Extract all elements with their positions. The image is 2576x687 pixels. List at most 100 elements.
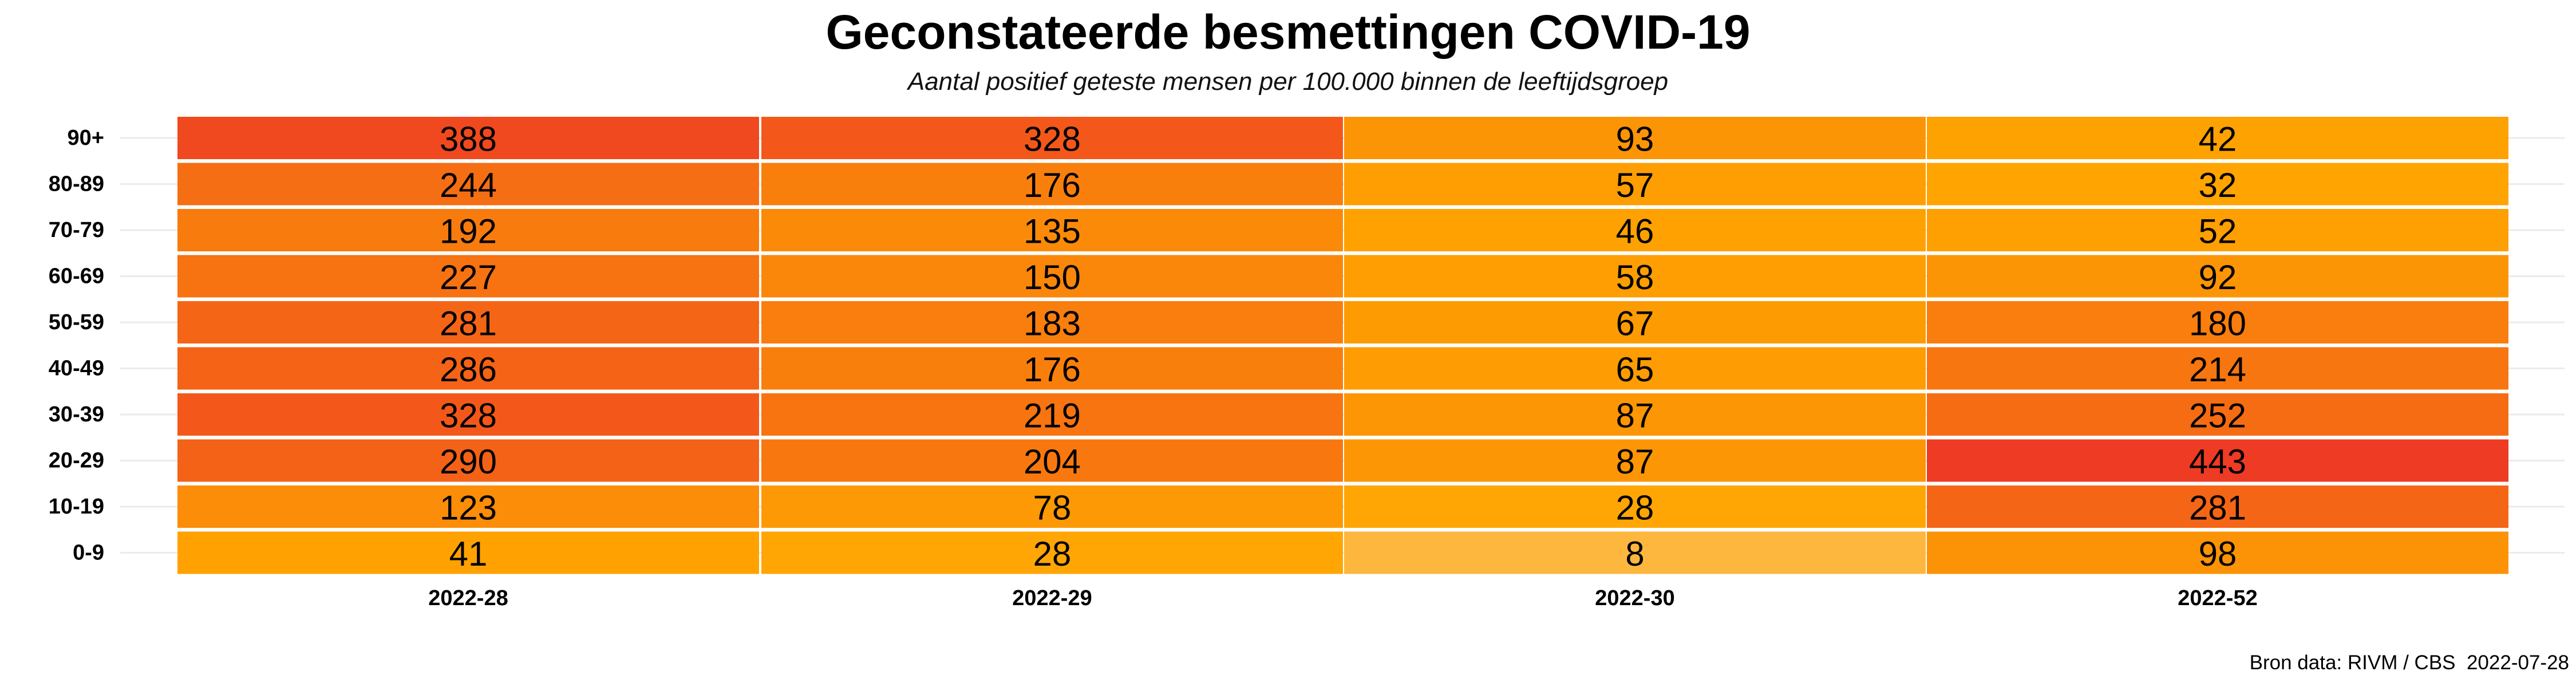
heatmap-cell: [1927, 209, 2508, 251]
cell-value-label: 192: [440, 212, 497, 251]
y-tick-label: 90+: [68, 126, 104, 150]
heatmap-cell: [1927, 347, 2508, 390]
x-tick-label: 2022-29: [1012, 586, 1092, 610]
heatmap-cell: [761, 347, 1343, 390]
heatmap-cell: [761, 301, 1343, 344]
heatmap-cell: [1344, 347, 1926, 390]
chart-title: Geconstateerde besmettingen COVID-19: [825, 5, 1751, 59]
cell-value-label: 98: [2199, 535, 2237, 573]
heatmap-cell: [1927, 301, 2508, 344]
cell-value-label: 183: [1024, 305, 1081, 343]
cell-value-label: 180: [2189, 305, 2246, 343]
cell-value-label: 281: [2189, 489, 2246, 527]
x-tick-label: 2022-30: [1595, 586, 1674, 610]
source-caption: Bron data: RIVM / CBS 2022-07-28: [2249, 652, 2569, 674]
heatmap-cell: [1344, 163, 1926, 206]
heatmap-cell: [1344, 255, 1926, 298]
cell-value-label: 8: [1625, 535, 1644, 573]
cell-value-label: 135: [1024, 212, 1081, 251]
heatmap-cell: [761, 485, 1343, 528]
y-tick-label: 80-89: [49, 172, 104, 196]
heatmap-cell: [761, 117, 1343, 159]
heatmap-cell: [177, 393, 759, 436]
heatmap-cells: 388 328 93 42 244 176 57 32 192 135 46 52 227 150 58 92…: [177, 117, 2508, 574]
y-tick-label: 60-69: [49, 264, 104, 289]
heatmap-cell: [761, 393, 1343, 436]
heatmap-cell: [177, 439, 759, 482]
heatmap-cell: [177, 485, 759, 528]
cell-value-label: 67: [1616, 305, 1654, 343]
cell-value-label: 286: [440, 350, 497, 389]
cell-value-label: 204: [1024, 443, 1081, 481]
cell-value-label: 65: [1616, 350, 1654, 389]
chart-subtitle: Aantal positief geteste mensen per 100.0…: [907, 68, 1669, 96]
cell-value-label: 28: [1616, 489, 1654, 527]
y-axis-labels: 90+ 80-89 70-79 60-69 50-59 40-49 30-39 20-29 10…: [49, 126, 104, 565]
heatmap-cell: [1927, 485, 2508, 528]
heatmap-cell: [177, 255, 759, 298]
cell-value-label: 58: [1616, 258, 1654, 297]
cell-value-label: 227: [440, 258, 497, 297]
cell-value-label: 93: [1616, 120, 1654, 159]
cell-value-label: 87: [1616, 397, 1654, 435]
cell-value-label: 78: [1033, 489, 1072, 527]
cell-value-label: 388: [440, 120, 497, 159]
heatmap-cell: [1344, 531, 1926, 574]
heatmap-cell: [177, 209, 759, 251]
y-tick-label: 50-59: [49, 310, 104, 334]
heatmap-cell: [1344, 485, 1926, 528]
heatmap-cell: [761, 531, 1343, 574]
heatmap-cell: [761, 255, 1343, 298]
cell-value-label: 214: [2189, 350, 2246, 389]
heatmap-cell: [177, 531, 759, 574]
heatmap-cell: [1927, 163, 2508, 206]
y-tick-label: 10-19: [49, 495, 104, 519]
y-tick-label: 30-39: [49, 402, 104, 427]
cell-value-label: 32: [2199, 166, 2237, 204]
cell-value-label: 290: [440, 443, 497, 481]
heatmap-cell: [761, 163, 1343, 206]
heatmap-cell: [177, 347, 759, 390]
heatmap-cell: [1344, 393, 1926, 436]
y-tick-label: 70-79: [49, 218, 104, 242]
heatmap-cell: [1927, 439, 2508, 482]
cell-value-label: 42: [2199, 120, 2237, 159]
cell-value-label: 176: [1024, 166, 1081, 204]
cell-value-label: 328: [1024, 120, 1081, 159]
heatmap-cell: [1344, 117, 1926, 159]
heatmap-cell: [1927, 531, 2508, 574]
cell-value-label: 28: [1033, 535, 1072, 573]
heatmap-cell: [761, 209, 1343, 251]
cell-value-label: 92: [2199, 258, 2237, 297]
cell-value-label: 443: [2189, 443, 2246, 481]
y-tick-label: 20-29: [49, 449, 104, 473]
x-axis-labels: 2022-28 2022-29 2022-30 2022-52: [428, 586, 2257, 610]
heatmap-cell: [1927, 117, 2508, 159]
cell-value-label: 57: [1616, 166, 1654, 204]
heatmap-cell: [177, 163, 759, 206]
cell-value-label: 41: [449, 535, 488, 573]
x-tick-label: 2022-28: [428, 586, 508, 610]
cell-value-label: 328: [440, 397, 497, 435]
x-tick-label: 2022-52: [2178, 586, 2257, 610]
cell-value-label: 219: [1024, 397, 1081, 435]
cell-value-label: 244: [440, 166, 497, 204]
heatmap-cell: [761, 439, 1343, 482]
heatmap-cell: [177, 117, 759, 159]
cell-value-label: 150: [1024, 258, 1081, 297]
heatmap-cell: [1927, 255, 2508, 298]
cell-value-label: 123: [440, 489, 497, 527]
cell-value-label: 176: [1024, 350, 1081, 389]
cell-value-label: 87: [1616, 443, 1654, 481]
cell-value-label: 281: [440, 305, 497, 343]
y-tick-label: 0-9: [73, 541, 104, 565]
heatmap-cell: [1344, 439, 1926, 482]
cell-value-label: 52: [2199, 212, 2237, 251]
heatmap-cell: [1344, 301, 1926, 344]
cell-value-label: 252: [2189, 397, 2246, 435]
heatmap-cell: [1927, 393, 2508, 436]
heatmap-cell: [1344, 209, 1926, 251]
y-tick-label: 40-49: [49, 357, 104, 381]
cell-value-label: 46: [1616, 212, 1654, 251]
